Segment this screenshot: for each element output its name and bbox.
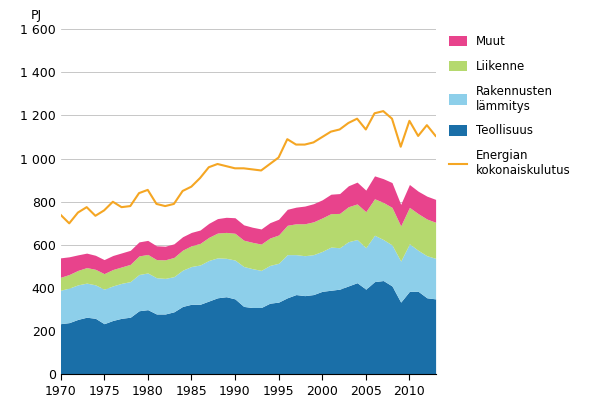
Text: PJ: PJ <box>30 9 42 22</box>
Legend: Muut, Liikenne, Rakennusten
lämmitys, Teollisuus, Energian
kokonaiskulutus: Muut, Liikenne, Rakennusten lämmitys, Te… <box>449 35 571 177</box>
